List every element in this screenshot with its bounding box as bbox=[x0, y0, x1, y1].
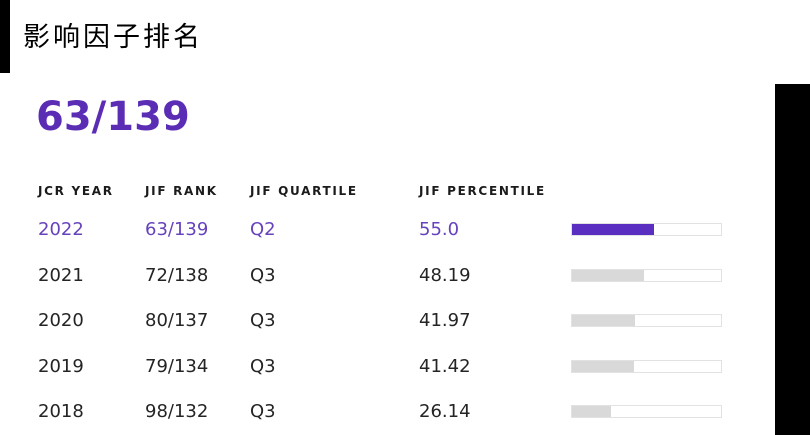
percentile-bar-fill bbox=[572, 360, 634, 372]
percentile-bar-track bbox=[571, 405, 722, 419]
cell-year: 2022 bbox=[38, 219, 84, 241]
percentile-bar-fill bbox=[572, 269, 644, 281]
viewport-crop-bar-right bbox=[775, 84, 810, 435]
header-bar-spacer bbox=[571, 181, 722, 184]
viewport-crop-bar-left bbox=[0, 0, 10, 73]
cell-year: 2019 bbox=[38, 355, 84, 377]
cell-quartile: Q3 bbox=[250, 355, 276, 377]
cell-quartile: Q3 bbox=[250, 264, 276, 286]
cell-percentile: 41.97 bbox=[419, 310, 471, 332]
cell-percentile: 48.19 bbox=[419, 264, 471, 286]
header-jcr-year: JCR YEAR bbox=[38, 184, 114, 198]
header-jif-percentile: JIF PERCENTILE bbox=[419, 184, 546, 198]
cell-percentile: 55.0 bbox=[419, 219, 460, 241]
percentile-bar-track bbox=[571, 314, 722, 328]
cell-quartile: Q2 bbox=[250, 219, 276, 241]
percentile-bar-cell bbox=[571, 344, 722, 390]
cell-rank: 79/134 bbox=[145, 355, 209, 377]
jif-rank-table: JCR YEAR JIF RANK JIF QUARTILE JIF PERCE… bbox=[38, 181, 722, 435]
percentile-bar-fill bbox=[572, 224, 654, 236]
cell-year: 2021 bbox=[38, 264, 84, 286]
cell-quartile: Q3 bbox=[250, 401, 276, 423]
page-title: 影响因子排名 bbox=[23, 22, 203, 53]
cell-rank: 80/137 bbox=[145, 310, 209, 332]
percentile-bar-cell bbox=[571, 207, 722, 253]
cell-year: 2018 bbox=[38, 401, 84, 423]
cell-rank: 98/132 bbox=[145, 401, 209, 423]
cell-year: 2020 bbox=[38, 310, 84, 332]
percentile-bar-track bbox=[571, 268, 722, 282]
header-jif-rank: JIF RANK bbox=[145, 184, 218, 198]
percentile-bar-fill bbox=[572, 315, 635, 327]
percentile-bar-cell bbox=[571, 253, 722, 299]
percentile-bar-cell bbox=[571, 389, 722, 435]
overall-rank: 63/139 bbox=[36, 94, 190, 140]
cell-rank: 63/139 bbox=[145, 219, 209, 241]
percentile-bar-cell bbox=[571, 298, 722, 344]
header-jif-quartile: JIF QUARTILE bbox=[250, 184, 358, 198]
cell-percentile: 26.14 bbox=[419, 401, 471, 423]
percentile-bar-track bbox=[571, 359, 722, 373]
percentile-bar-track bbox=[571, 223, 722, 237]
cell-percentile: 41.42 bbox=[419, 355, 471, 377]
cell-quartile: Q3 bbox=[250, 310, 276, 332]
percentile-bar-fill bbox=[572, 406, 611, 418]
cell-rank: 72/138 bbox=[145, 264, 209, 286]
